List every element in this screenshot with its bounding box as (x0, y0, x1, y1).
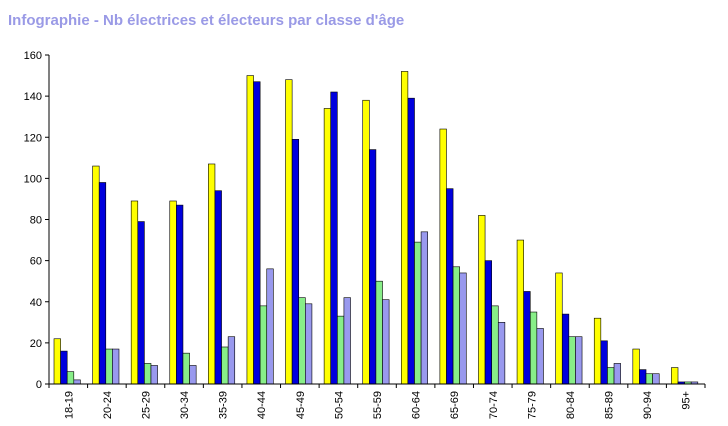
x-category-label: 55-59 (372, 391, 384, 419)
y-tick-label: 40 (30, 297, 42, 309)
bar-60-64-s2 (407, 97, 415, 385)
bar-65-69-s2 (446, 188, 454, 385)
bar-65-69-s4 (459, 272, 467, 385)
x-category-label: 18-19 (63, 391, 75, 419)
labels-group: 0 20 40 60 80 100 120 140 160 18-19 20-24 25-29 30-3… (24, 50, 693, 419)
bar-50-54-s2 (330, 91, 338, 385)
x-category-label: 95+ (681, 391, 693, 410)
bar-85-89-s3 (607, 367, 615, 385)
bar-25-29-s1 (130, 200, 139, 385)
bar-90-94-s1 (632, 348, 640, 385)
y-tick-label: 140 (24, 91, 42, 103)
bar-50-54-s4 (343, 297, 351, 385)
bar-35-39-s4 (227, 336, 236, 385)
bar-55-59-s3 (375, 280, 383, 385)
axes-group (45, 54, 706, 388)
bar-30-34-s3 (182, 352, 190, 385)
bar-60-64-s4 (420, 231, 428, 385)
y-tick-label: 120 (24, 132, 42, 144)
bar-55-59-s4 (382, 299, 390, 385)
bar-60-64-s1 (400, 71, 409, 385)
bar-30-34-s1 (169, 200, 177, 385)
y-tick-label: 0 (36, 379, 42, 391)
bar-55-59-s2 (369, 149, 377, 385)
bar-75-79-s1 (516, 239, 524, 385)
bar-45-49-s3 (298, 297, 306, 385)
bar-70-74-s1 (478, 215, 486, 385)
bar-90-94-s3 (645, 373, 653, 385)
bar-55-59-s1 (362, 99, 370, 385)
x-category-label: 50-54 (333, 391, 345, 419)
bar-80-84-s3 (568, 336, 576, 385)
bar-20-24-s3 (105, 348, 113, 385)
x-category-label: 35-39 (218, 391, 230, 419)
bar-45-49-s2 (291, 139, 300, 385)
bar-50-54-s3 (337, 315, 345, 385)
bar-70-74-s2 (484, 260, 492, 385)
bar-35-39-s3 (221, 346, 229, 385)
bar-75-79-s4 (536, 328, 544, 385)
bar-35-39-s2 (214, 190, 222, 385)
bar-85-89-s2 (600, 340, 608, 385)
bar-20-24-s4 (112, 348, 120, 385)
bar-45-49-s4 (305, 303, 313, 385)
bar-85-89-s1 (593, 317, 602, 385)
bar-40-44-s4 (266, 268, 274, 385)
y-tick-label: 20 (30, 338, 42, 350)
bar-40-44-s3 (259, 305, 268, 385)
bar-18-19-s1 (53, 338, 61, 385)
bar-75-79-s2 (523, 291, 531, 385)
bar-40-44-s2 (253, 81, 261, 385)
bar-85-89-s4 (613, 363, 621, 385)
bar-60-64-s3 (414, 241, 422, 385)
bar-30-34-s4 (189, 365, 197, 385)
bar-70-74-s4 (497, 322, 506, 385)
bar-90-94-s4 (652, 373, 660, 385)
bar-80-84-s4 (575, 336, 583, 385)
bar-25-29-s3 (144, 363, 152, 385)
y-tick-label: 160 (24, 50, 42, 62)
bar-30-34-s2 (176, 204, 184, 385)
x-category-label: 70-74 (488, 391, 500, 419)
x-category-label: 75-79 (526, 391, 538, 419)
bar-70-74-s3 (491, 305, 499, 385)
x-category-label: 65-69 (449, 391, 461, 419)
bar-95+-s1 (671, 367, 679, 385)
bar-20-24-s1 (92, 165, 100, 385)
bar-80-84-s1 (555, 272, 563, 385)
x-category-label: 45-49 (295, 391, 307, 419)
bar-35-39-s1 (208, 163, 216, 385)
bar-25-29-s4 (150, 365, 158, 385)
bar-18-19-s4 (73, 379, 81, 385)
x-category-label: 90-94 (642, 391, 654, 419)
x-category-label: 20-24 (102, 391, 114, 419)
x-category-label: 30-34 (179, 391, 191, 419)
bar-65-69-s1 (439, 128, 447, 385)
bar-65-69-s3 (452, 266, 460, 385)
bar-40-44-s1 (246, 75, 254, 385)
x-category-label: 60-64 (411, 391, 423, 419)
bar-18-19-s3 (66, 371, 75, 385)
x-category-label: 40-44 (256, 391, 268, 419)
bar-25-29-s2 (137, 221, 145, 385)
bar-50-54-s1 (323, 108, 332, 385)
bar-75-79-s3 (529, 311, 538, 385)
bar-18-19-s2 (60, 350, 68, 385)
bars-group (53, 71, 699, 385)
x-category-label: 25-29 (140, 391, 152, 419)
x-category-label: 80-84 (565, 391, 577, 419)
x-category-label: 85-89 (604, 391, 616, 419)
bar-45-49-s1 (285, 79, 293, 385)
y-tick-label: 60 (30, 256, 42, 268)
y-tick-label: 100 (24, 173, 42, 185)
chart-title: Infographie - Nb électrices et électeurs… (8, 12, 405, 29)
bar-90-94-s2 (639, 369, 647, 385)
y-tick-label: 80 (30, 215, 42, 227)
bar-80-84-s2 (561, 313, 570, 385)
bar-20-24-s2 (98, 182, 107, 385)
